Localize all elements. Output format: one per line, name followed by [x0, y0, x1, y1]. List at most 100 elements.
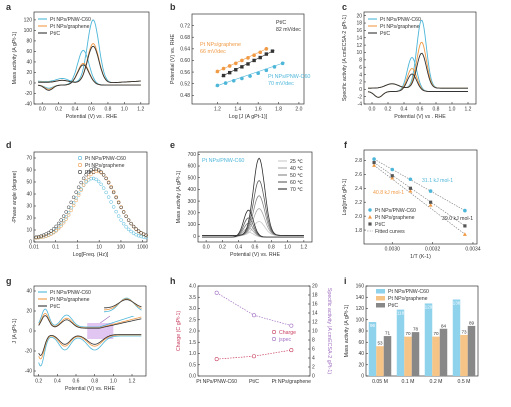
panel-letter-f: f: [344, 140, 348, 150]
y-tick-label-b: 0.64: [180, 47, 190, 53]
y-tick-label-e: 200: [188, 210, 197, 216]
data-point: [289, 348, 294, 353]
data-point: [69, 206, 73, 210]
x-tick-label-d: 10: [96, 245, 102, 251]
data-point: [280, 61, 285, 66]
bar: [404, 336, 412, 376]
y-tick-label-b: 0.72: [180, 23, 190, 29]
y-tick-label-c: 2: [359, 80, 362, 86]
annotation-b: 82 mV/dec: [276, 27, 301, 33]
y-tick-label-h: 4.0: [189, 284, 196, 290]
data-point: [86, 170, 91, 174]
y-tick-label-i: 140: [356, 295, 365, 301]
x-tick-label-g: 0.4: [54, 379, 61, 385]
data-point: [56, 221, 61, 226]
x-category-label-h: Pt NPs/PNW-C60: [196, 379, 237, 385]
y-tick-label-right-h: 14: [312, 311, 318, 317]
data-point: [126, 218, 131, 222]
plot-frame-f: [363, 149, 478, 245]
y-tick-label-b: 0.52: [180, 81, 190, 87]
x-category-label-i: 0.2 M: [430, 379, 443, 385]
data-point: [121, 221, 126, 226]
data-point: [372, 160, 376, 165]
legend-swatch-i: [376, 296, 385, 301]
annotation-b: 66 mV/dec: [200, 49, 226, 55]
legend-item-i: Pt/C: [388, 303, 398, 309]
cv-upper-0: [38, 308, 142, 328]
legend-item-g: Pt NPs/graphene: [50, 297, 90, 303]
y-axis-label-i: Mass activity (A gPt-1): [344, 304, 350, 357]
data-point: [76, 185, 81, 189]
y-tick-label-g: 20: [26, 309, 32, 315]
x-axis-label-g: Potential (V) vs. RHE: [65, 386, 116, 392]
data-point: [215, 83, 220, 88]
legend-marker-d: [78, 163, 83, 168]
y-tick-label-f: 2.2: [355, 200, 362, 206]
bar-value-label: 71: [385, 331, 391, 336]
data-point: [61, 220, 66, 225]
data-point: [428, 203, 433, 207]
bar-value-label: 73: [461, 329, 467, 334]
data-point: [66, 205, 71, 210]
data-point: [116, 200, 121, 205]
panel-letter-a: a: [6, 2, 12, 12]
data-point: [139, 234, 143, 239]
x-tick-label-a: 0.4: [72, 107, 79, 113]
data-point: [428, 200, 433, 204]
data-point: [84, 172, 88, 177]
data-point: [214, 290, 219, 295]
data-point: [144, 233, 148, 237]
bar: [452, 299, 461, 376]
data-point: [111, 205, 116, 209]
data-point: [252, 58, 256, 63]
data-point: [221, 73, 226, 78]
legend-item-c: Pt NPs/PNW-C60: [380, 17, 421, 23]
panel-letter-d: d: [6, 140, 12, 150]
y-axis-label-e: Mass activity (A gPt-1): [176, 170, 182, 223]
data-point: [462, 232, 467, 236]
bar-value-label: 118: [397, 311, 405, 316]
data-point: [56, 226, 61, 231]
data-point: [252, 53, 256, 58]
data-point: [106, 180, 111, 185]
x-tick-label-g: 0.8: [91, 379, 98, 385]
data-point: [240, 76, 244, 81]
data-point: [109, 200, 113, 204]
y-tick-label-i: 40: [358, 351, 364, 357]
bar: [376, 346, 384, 376]
y-tick-label-right-h: 12: [312, 320, 318, 326]
data-point: [221, 66, 226, 71]
x-tick-label-g: 1.0: [110, 379, 117, 385]
x-tick-label-d: 0.1: [52, 245, 59, 251]
y-tick-label-g: -40: [25, 369, 32, 375]
data-point: [69, 200, 73, 205]
data-point: [109, 185, 113, 190]
data-point: [96, 168, 101, 172]
legend-marker-d: [78, 156, 83, 161]
data-point: [121, 210, 126, 214]
legend-marker-f: [368, 215, 372, 219]
bar-value-label: 84: [441, 323, 447, 328]
x-tick-label-a: 1.0: [121, 107, 128, 113]
data-point: [36, 235, 41, 240]
legend-item-a: Pt NPs/graphene: [50, 24, 90, 30]
legend-item-c: Pt NPs/graphene: [380, 24, 420, 30]
y-tick-label-g: -20: [25, 349, 32, 355]
y-tick-label-e: 700: [188, 152, 197, 158]
legend-item-f: Pt/C: [375, 222, 385, 228]
legend-item-f: Pt NPs/graphene: [375, 215, 415, 221]
y-tick-label-e: 0: [193, 234, 196, 240]
legend-item-i: Pt NPs/graphene: [388, 296, 428, 302]
legend-item-d: Pt NPs/PNW-C60: [85, 156, 126, 162]
x-tick-label-a: 0.2: [55, 107, 62, 113]
bar-value-label: 70: [433, 331, 439, 336]
data-point: [71, 203, 76, 208]
data-point: [51, 230, 56, 235]
annotation-f: 31.1 kJ mol-1: [422, 178, 453, 184]
x-tick-label-e: 0.8: [268, 245, 275, 251]
data-point: [390, 167, 395, 172]
data-point: [81, 176, 86, 181]
series-backward-0: [38, 49, 141, 89]
bar: [411, 332, 420, 376]
data-point: [66, 210, 71, 215]
